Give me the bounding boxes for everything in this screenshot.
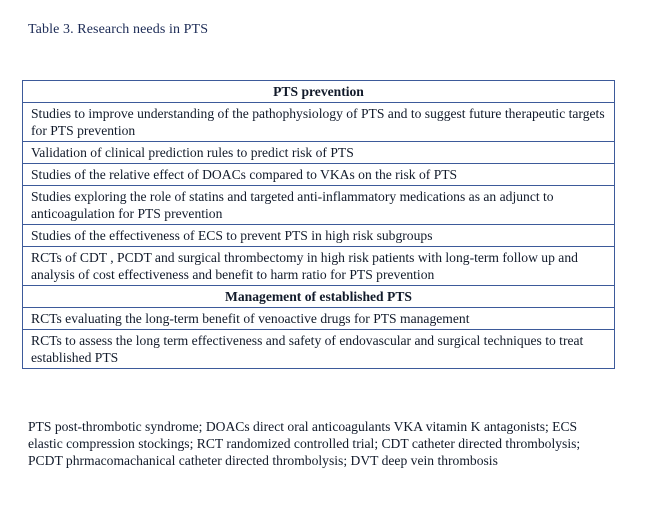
section-header-row: Management of established PTS [22,285,615,308]
table-cell: RCTs evaluating the long-term benefit of… [22,307,615,330]
table-caption: Table 3. Research needs in PTS [28,22,209,37]
research-needs-table: PTS prevention Studies to improve unders… [22,80,615,369]
section-header-row: PTS prevention [22,80,615,103]
table-footnote: PTS post-thrombotic syndrome; DOACs dire… [28,419,581,468]
table-row: RCTs of CDT , PCDT and surgical thrombec… [22,246,615,286]
table-row: Studies of the relative effect of DOACs … [22,163,615,186]
table-cell: Studies exploring the role of statins an… [22,185,615,225]
section-header-pts-prevention: PTS prevention [22,80,615,103]
section-header-management: Management of established PTS [22,285,615,308]
table-cell: Validation of clinical prediction rules … [22,141,615,164]
table-cell: Studies of the relative effect of DOACs … [22,163,615,186]
table-row: Validation of clinical prediction rules … [22,141,615,164]
table-row: RCTs evaluating the long-term benefit of… [22,307,615,330]
table-cell: RCTs of CDT , PCDT and surgical thrombec… [22,246,615,286]
table-row: Studies exploring the role of statins an… [22,185,615,225]
table-row: RCTs to assess the long term effectivene… [22,329,615,369]
table-row: Studies of the effectiveness of ECS to p… [22,224,615,247]
table-cell: Studies of the effectiveness of ECS to p… [22,224,615,247]
table-cell: Studies to improve understanding of the … [22,102,615,142]
table-row: Studies to improve understanding of the … [22,102,615,142]
table-cell: RCTs to assess the long term effectivene… [22,329,615,369]
